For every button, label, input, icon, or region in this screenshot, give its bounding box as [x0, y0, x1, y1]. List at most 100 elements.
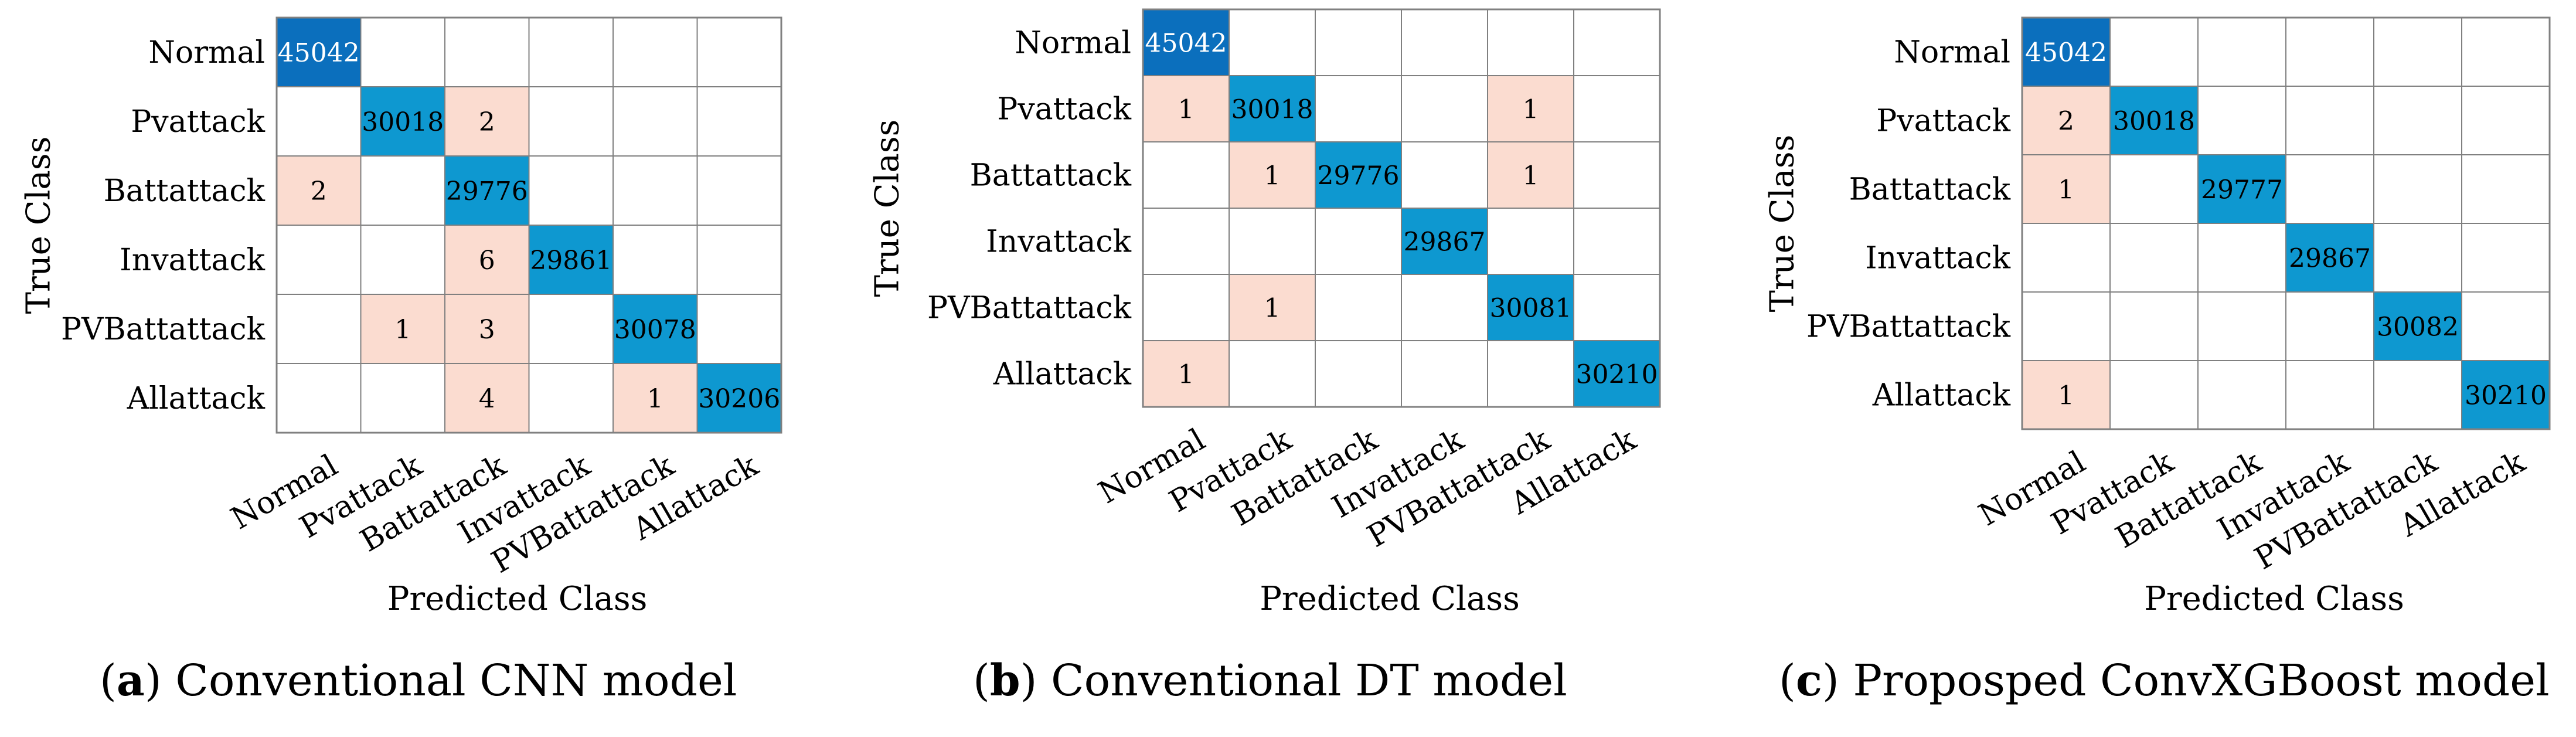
cell-allattack-battattack: [1315, 340, 1402, 407]
cell-invattack-normal: [1142, 208, 1230, 275]
cell-allattack-pvbattattack: [1487, 340, 1574, 407]
cell-invattack-pvbattattack: [612, 225, 698, 295]
caption-cnn: (a) Conventional CNN model: [100, 656, 737, 706]
cell-normal-battattack: [444, 17, 530, 87]
cell-value: 1: [394, 315, 411, 345]
cell-battattack-pvattack: [1229, 141, 1316, 209]
cell-value: 1: [1264, 294, 1281, 324]
row-label-pvbattattack: PVBattattack: [1806, 310, 2010, 345]
cell-invattack-invattack: [2285, 223, 2374, 293]
row-label-pvbattattack: PVBattattack: [61, 312, 265, 347]
y-axis-title: True Class: [1764, 135, 1802, 313]
cell-pvbattattack-battattack: [1315, 274, 1402, 341]
cell-value: 1: [1264, 161, 1281, 191]
caption-text: Conventional CNN model: [161, 656, 737, 706]
cell-pvbattattack-normal: [276, 294, 362, 364]
cell-value: 2: [2058, 107, 2074, 137]
cell-value: 3: [479, 315, 495, 345]
matrix-border: [2021, 16, 2551, 430]
cell-value: 30081: [1490, 294, 1572, 324]
cell-battattack-allattack: [1573, 141, 1660, 209]
cell-value: 30018: [362, 107, 444, 137]
cell-pvattack-battattack: [444, 86, 530, 157]
cell-invattack-allattack: [696, 225, 782, 295]
cell-pvbattattack-pvbattattack: [2373, 291, 2462, 361]
cell-normal-invattack: [528, 17, 614, 87]
cell-pvattack-allattack: [1573, 75, 1660, 142]
cell-value: 30078: [614, 315, 696, 345]
cell-value: 29776: [446, 176, 528, 206]
cell-pvbattattack-pvattack: [360, 294, 445, 364]
cell-normal-pvbattattack: [612, 17, 698, 87]
cell-pvbattattack-allattack: [1573, 274, 1660, 341]
cell-normal-pvattack: [2109, 17, 2199, 87]
row-label-normal: Normal: [1894, 35, 2010, 70]
cell-battattack-pvbattattack: [2373, 154, 2462, 224]
x-axis-title: Predicted Class: [387, 580, 648, 618]
cell-value: 1: [1178, 360, 1195, 390]
row-label-invattack: Invattack: [120, 243, 265, 278]
cell-pvattack-normal: [2022, 86, 2111, 155]
matrix-border: [1142, 8, 1661, 408]
caption-dt: (b) Conventional DT model: [973, 656, 1567, 706]
cell-battattack-battattack: [1315, 141, 1402, 209]
cell-allattack-normal: [2022, 360, 2111, 430]
caption-text: Proposped ConvXGBoost model: [1839, 656, 2550, 706]
cell-invattack-normal: [2022, 223, 2111, 293]
cell-pvattack-invattack: [2285, 86, 2374, 155]
cell-battattack-invattack: [1401, 141, 1488, 209]
cell-invattack-pvbattattack: [2373, 223, 2462, 293]
cell-value: 4: [479, 384, 495, 414]
cell-battattack-normal: [1142, 141, 1230, 209]
cell-allattack-invattack: [1401, 340, 1488, 407]
cell-pvbattattack-pvbattattack: [1487, 274, 1574, 341]
cell-pvattack-pvbattattack: [2373, 86, 2462, 155]
cell-allattack-pvbattattack: [612, 363, 698, 433]
confusion-matrix-cnn: 45042 30018 2 2 29776 6 29861 1 3 30078 4 1 30206 Nor…: [20, 16, 782, 618]
cell-pvbattattack-normal: [1142, 274, 1230, 341]
cell-value: 1: [1523, 95, 1539, 125]
cell-battattack-invattack: [528, 155, 614, 226]
cell-normal-invattack: [1401, 9, 1488, 76]
row-label-pvattack: Pvattack: [997, 92, 1131, 127]
cell-value: 29867: [1404, 227, 1486, 257]
cell-value: 29776: [1318, 161, 1400, 191]
cell-pvbattattack-invattack: [1401, 274, 1488, 341]
cell-normal-allattack: [2461, 17, 2550, 87]
cell-battattack-pvattack: [360, 155, 445, 226]
row-label-pvattack: Pvattack: [131, 104, 265, 140]
cell-value: 29861: [530, 246, 612, 276]
cell-pvattack-pvbattattack: [612, 86, 698, 157]
cell-value: 30210: [2465, 381, 2547, 411]
cell-pvattack-invattack: [528, 86, 614, 157]
cell-pvbattattack-allattack: [2461, 291, 2550, 361]
cell-value: 6: [479, 246, 495, 276]
caption-text: Conventional DT model: [1037, 656, 1567, 706]
cell-pvbattattack-pvbattattack: [612, 294, 698, 364]
cell-pvbattattack-pvattack: [2109, 291, 2199, 361]
cell-pvbattattack-pvattack: [1229, 274, 1316, 341]
caption-letter: b: [989, 656, 1020, 706]
cell-pvattack-pvattack: [360, 86, 445, 157]
cell-pvattack-battattack: [2197, 86, 2286, 155]
row-label-pvattack: Pvattack: [1876, 104, 2010, 139]
cell-value: 30082: [2377, 313, 2459, 342]
cell-normal-allattack: [1573, 9, 1660, 76]
cell-invattack-pvbattattack: [1487, 208, 1574, 275]
cell-normal-battattack: [1315, 9, 1402, 76]
cell-value: 1: [2058, 175, 2074, 205]
cell-value: 30018: [1231, 95, 1313, 125]
cell-normal-pvbattattack: [1487, 9, 1574, 76]
cell-battattack-pvbattattack: [612, 155, 698, 226]
confusion-matrix-convxgboost: 45042 2 30018 1 29777 29867 30082 1 30210 Normal P…: [1764, 16, 2551, 618]
cell-allattack-normal: [276, 363, 362, 433]
cell-value: 29777: [2201, 175, 2283, 205]
cell-pvbattattack-invattack: [2285, 291, 2374, 361]
cell-pvattack-allattack: [696, 86, 782, 157]
cell-battattack-allattack: [2461, 154, 2550, 224]
cell-normal-normal: [276, 17, 362, 87]
cell-normal-normal: [1142, 9, 1230, 76]
cell-pvbattattack-normal: [2022, 291, 2111, 361]
cell-invattack-allattack: [1573, 208, 1660, 275]
